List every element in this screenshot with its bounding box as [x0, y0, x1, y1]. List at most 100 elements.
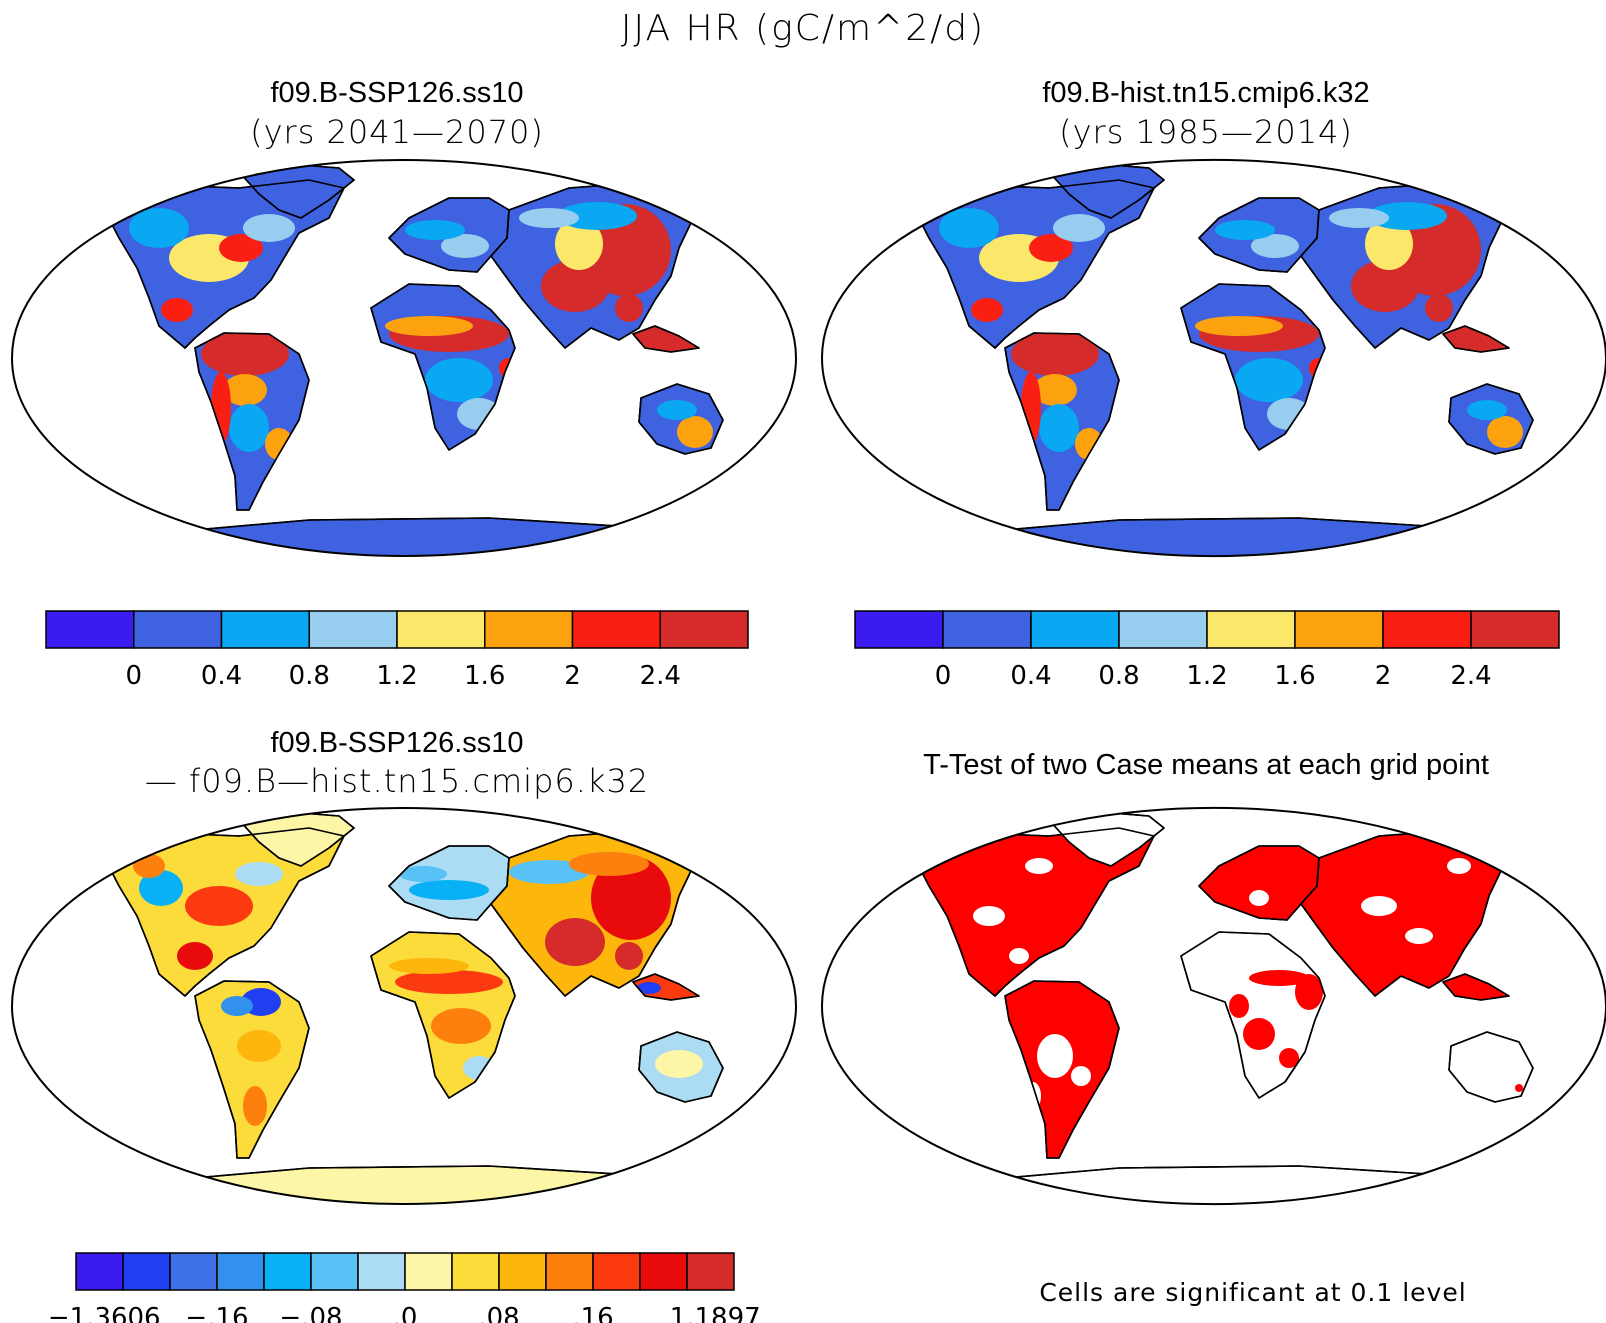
- coastline-africa: [370, 283, 516, 451]
- field-patch: [555, 218, 603, 270]
- field-patch: [1053, 214, 1105, 242]
- field-patch: [657, 400, 697, 420]
- colorbar-box-3: [1118, 610, 1208, 649]
- panel-difference-subtitle: — f09.B—hist.tn15.cmip6.k32: [145, 762, 649, 800]
- field-patch: [1229, 994, 1249, 1018]
- coastline-indonesia: [1442, 325, 1510, 353]
- colorbar-box-6: [571, 610, 661, 649]
- colorbar-tick-label: .16: [572, 1303, 613, 1323]
- field-patch: [177, 942, 213, 970]
- field-patch: [389, 958, 469, 974]
- panel-control-subtitle: (yrs 1985—2014): [1059, 113, 1353, 151]
- colorbar-tick-label: −.08: [279, 1303, 342, 1323]
- coastline-africa: [370, 931, 516, 1099]
- field-patch: [569, 852, 649, 876]
- field-patch: [973, 906, 1005, 926]
- field-patch: [1025, 858, 1053, 874]
- field-patch: [139, 870, 183, 906]
- coastline-samerica: [1004, 332, 1120, 511]
- map-control: [820, 159, 1606, 557]
- field-patch: [431, 1008, 491, 1044]
- colorbar-box-2: [1030, 610, 1120, 649]
- field-patch: [1033, 374, 1077, 406]
- field-patch: [1367, 202, 1447, 230]
- field-patch: [235, 862, 283, 886]
- field-patch: [161, 298, 193, 322]
- field-patch: [441, 234, 489, 258]
- colorbar-tick-label: 2.4: [1450, 661, 1491, 691]
- colorbar-box-4: [1206, 610, 1296, 649]
- field-patch: [185, 886, 253, 926]
- field-patch: [1071, 1066, 1091, 1086]
- colorbar-box-5: [1294, 610, 1384, 649]
- field-patch: [425, 358, 493, 402]
- colorbar-box-1: [942, 610, 1032, 649]
- colorbar-difference: −1.3606 −.16 −.08 .0 .08 .16 1.1897: [48, 1252, 761, 1323]
- colorbar-tick-label: 1.6: [464, 661, 505, 691]
- field-patch: [201, 333, 289, 376]
- field-patch: [1351, 260, 1419, 312]
- map-case: [10, 159, 798, 557]
- field-patch: [1515, 1084, 1523, 1092]
- colorbar-tick-label: 2: [1375, 661, 1392, 691]
- map-frame: [10, 159, 798, 557]
- main-title: JJA HR (gC/m^2/d): [621, 8, 985, 49]
- colorbar-tick-label: 1.6: [1274, 661, 1315, 691]
- field-patch: [1251, 234, 1299, 258]
- colorbar-tick-label: 2.4: [640, 661, 681, 691]
- colorbar-control: 0 0.4 0.8 1.2 1.6 2 2.4: [854, 610, 1560, 691]
- coastline-samerica: [194, 332, 310, 511]
- coastline-europe: [1198, 845, 1320, 921]
- field-patch: [677, 416, 713, 448]
- field-patch: [591, 856, 671, 940]
- field-patch: [1295, 974, 1323, 1010]
- colorbar-box-4: [263, 1252, 312, 1291]
- colorbar-tick-label: 1.1897: [670, 1303, 761, 1323]
- colorbar-box-7: [1470, 610, 1560, 649]
- panel-case: f09.B-SSP126.ss10 (yrs 2041—2070) 0 0.4 0.…: [10, 77, 798, 691]
- colorbar-tick-label: 1.2: [1186, 661, 1227, 691]
- field-patch: [1235, 358, 1303, 402]
- colorbar-box-6: [1382, 610, 1472, 649]
- field-patch: [219, 234, 263, 262]
- colorbar-box-3: [308, 610, 398, 649]
- field-patch: [395, 970, 503, 994]
- panel-difference-title: f09.B-SSP126.ss10: [270, 727, 523, 759]
- panel-ttest: T-Test of two Case means at each grid po…: [820, 749, 1606, 1307]
- coastline-namerica: [100, 827, 345, 997]
- field-patch: [129, 208, 189, 248]
- coastline-indonesia: [632, 973, 700, 1001]
- coastline-samerica: [194, 980, 310, 1159]
- colorbar-box-7: [659, 610, 749, 649]
- field-patch: [1329, 208, 1389, 228]
- field-patch: [1037, 1034, 1073, 1078]
- map-difference: [10, 807, 798, 1205]
- colorbar-box-3: [216, 1252, 265, 1291]
- colorbar-box-8: [451, 1252, 500, 1291]
- field-patch: [1215, 220, 1275, 240]
- colorbar-tick-label: 0: [125, 661, 142, 691]
- coastline-australia: [1448, 1031, 1534, 1103]
- field-patch: [243, 214, 295, 242]
- significance-note: Cells are significant at 0.1 level: [1039, 1278, 1466, 1307]
- coastline-australia: [638, 1031, 724, 1103]
- field-patch: [399, 866, 447, 882]
- coastline-europe: [388, 845, 510, 921]
- field-patch: [545, 918, 605, 966]
- coastline-europe: [1198, 197, 1320, 273]
- coastline-namerica: [910, 179, 1155, 349]
- field-patch: [1487, 416, 1523, 448]
- field-patch: [405, 220, 465, 240]
- field-patch: [509, 860, 589, 884]
- colorbar-tick-label: 0.8: [1098, 661, 1139, 691]
- field-patch: [243, 1086, 267, 1126]
- field-patch: [1279, 1048, 1299, 1068]
- colorbar-box-9: [498, 1252, 547, 1291]
- colorbar-tick-label: .0: [393, 1303, 418, 1323]
- colorbar-tick-label: .08: [478, 1303, 519, 1323]
- colorbar-box-11: [592, 1252, 641, 1291]
- colorbar-box-0: [854, 610, 944, 649]
- coastline-namerica: [910, 827, 1155, 997]
- coastline-europe: [388, 197, 510, 273]
- colorbar-tick-label: 0.4: [201, 661, 242, 691]
